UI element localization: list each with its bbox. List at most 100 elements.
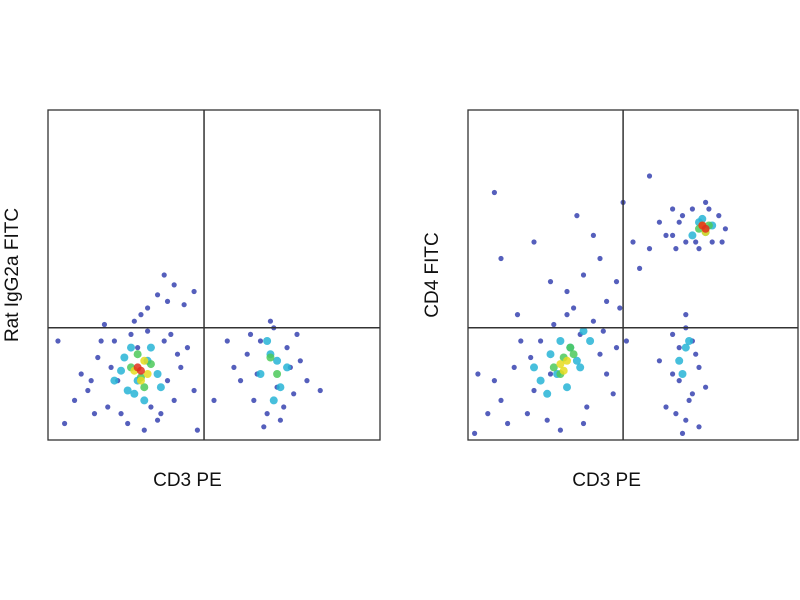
event-dot [678,370,687,378]
event-dot [120,353,129,362]
plot-frame [47,109,381,441]
event-dot [154,292,161,298]
event-dot [135,345,141,351]
event-dot [524,411,531,417]
event-dot [123,386,132,395]
event-dot [656,219,663,225]
event-dot [564,312,570,318]
event-dot [557,427,564,433]
event-dot [168,331,174,337]
event-dot [128,331,134,337]
event-dot [261,424,267,430]
event-dot [646,173,653,179]
event-dot [673,411,679,417]
event-dot [569,350,578,359]
event-dot [675,356,684,365]
event-dot [108,364,114,370]
event-dot [696,424,702,430]
event-dot [637,265,643,271]
event-dot [244,351,250,357]
event-dot [574,213,580,219]
event-dot [164,298,171,304]
event-dot [530,363,538,372]
event-dot [85,387,91,394]
event-dot [590,232,597,238]
event-dot [145,305,151,311]
event-dot [703,384,709,390]
event-dot [572,356,581,365]
event-dot [579,327,588,336]
event-dot [597,255,603,262]
event-dot [263,337,272,345]
event-dot [145,328,151,334]
event-dot [706,206,712,212]
event-dot [284,345,290,351]
event-dot [154,417,161,423]
event-dot [679,213,686,219]
event-dot [273,356,282,365]
event-dot [563,383,571,392]
event-dot [584,404,590,410]
event-dot [475,371,481,377]
event-dot [95,354,101,361]
event-dot [118,411,124,417]
event-dot [556,337,565,345]
event-dot [156,383,165,392]
event-dot [133,350,142,359]
event-dot [78,371,84,377]
event-dot [251,397,257,403]
event-dot [140,396,149,405]
event-dot [696,246,702,252]
event-dot [511,364,517,370]
event-dot [110,376,119,385]
event-dot [98,338,104,344]
event-dot [498,397,504,403]
event-dot [563,356,571,365]
event-dot [130,389,139,398]
x-axis-label: CD3 PE [153,470,222,491]
event-dot [580,272,587,278]
event-dot [191,288,197,295]
event-dot [273,370,282,378]
event-dot [551,321,557,328]
event-dot [269,396,278,405]
event-dot [586,337,595,345]
event-dot [211,397,217,403]
event-dot [181,302,187,308]
event-dot [547,371,554,377]
event-dot [670,371,676,377]
event-dot [138,312,144,318]
event-dot [544,417,550,423]
event-dot [491,189,497,196]
event-dot [709,239,715,245]
event-dot [617,305,623,311]
event-dot [148,404,154,410]
event-dot [547,279,554,285]
event-dot [670,232,676,238]
event-dot [686,397,692,403]
event-dot [646,246,653,252]
event-dot [71,397,78,403]
event-dot [171,282,177,288]
event-dot [698,214,707,223]
event-dot [719,239,725,245]
event-dot [580,420,587,427]
event-dot [676,345,682,351]
event-dot [613,345,620,351]
event-dot [683,312,689,318]
event-dot [231,364,237,370]
event-dot [689,206,696,212]
event-dot [472,430,478,436]
event-dot [291,391,297,397]
event-dot [689,391,696,397]
event-dot [491,378,497,384]
event-dot [571,305,577,311]
event-dot [88,378,94,384]
event-dot [676,378,682,384]
event-dot [604,298,610,304]
event-dot [685,337,694,345]
event-dot [600,328,606,334]
event-dot [518,338,524,344]
event-dot [161,338,167,344]
